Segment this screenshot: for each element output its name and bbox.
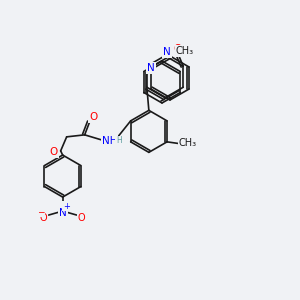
Text: N: N	[163, 47, 171, 57]
Text: NH: NH	[102, 136, 117, 146]
Text: CH₃: CH₃	[176, 46, 194, 56]
Text: O: O	[78, 213, 86, 223]
Text: +: +	[63, 202, 70, 211]
Text: H: H	[116, 136, 122, 145]
Text: O: O	[173, 44, 181, 54]
Text: N: N	[59, 208, 67, 218]
Text: O: O	[40, 213, 47, 223]
Text: O: O	[89, 112, 98, 122]
Text: −: −	[37, 208, 44, 217]
Text: O: O	[50, 147, 58, 157]
Text: CH₃: CH₃	[179, 138, 197, 148]
Text: N: N	[147, 63, 155, 73]
